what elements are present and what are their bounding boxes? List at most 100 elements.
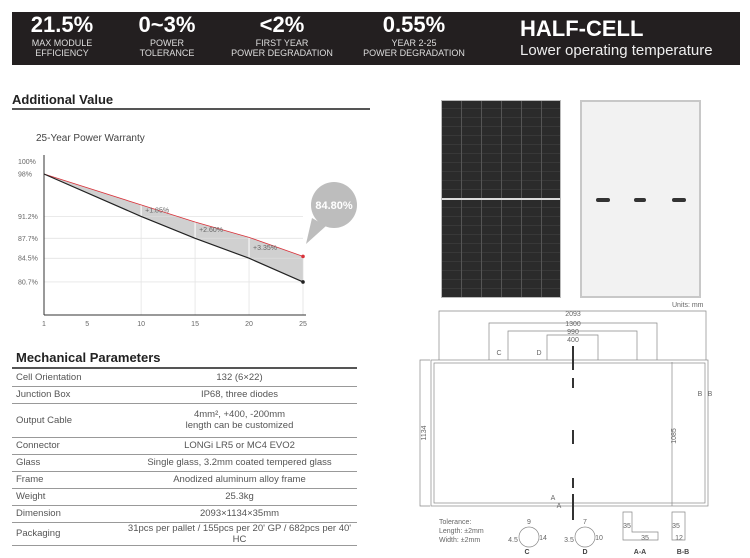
- x-tick-label: 10: [137, 321, 145, 328]
- junction-box: [672, 198, 686, 202]
- table-row: Dimension 2093×1134×35mm: [12, 505, 357, 523]
- param-value-text: Anodized aluminum alloy frame: [173, 474, 306, 485]
- delta-annotation: +2.60%: [199, 227, 223, 234]
- delta-annotation: +3.35%: [253, 245, 277, 252]
- table-row: Weight 25.3kg: [12, 488, 357, 506]
- marker-a: A: [551, 495, 556, 502]
- end-point-0: [301, 254, 305, 259]
- callout-bubble: [311, 182, 357, 228]
- dim-1300: 1300: [565, 321, 581, 328]
- marker-c: C: [496, 350, 501, 357]
- spec-banner: 21.5% MAX MODULE EFFICIENCY 0~3% POWER T…: [12, 12, 740, 65]
- param-value-text: IP68, three diodes: [200, 389, 279, 400]
- feature-half-cell: HALF-CELL Lower operating temperature: [520, 16, 713, 59]
- junction-box: [634, 198, 646, 202]
- divider: [12, 367, 357, 369]
- marker-d: D: [536, 350, 541, 357]
- x-tick-label: 5: [85, 321, 89, 328]
- stat-tolerance: 0~3% POWER TOLERANCE: [138, 12, 196, 58]
- param-value-text: 132 (6×22): [216, 371, 263, 383]
- param-name: Connector: [12, 437, 122, 455]
- param-value: 25.3kg: [122, 488, 357, 506]
- param-value: Anodized aluminum alloy frame: [122, 471, 357, 489]
- param-name: Frame: [12, 471, 122, 489]
- table-row: Junction Box IP68, three diodes: [12, 386, 357, 404]
- detail-dim: 12: [675, 535, 683, 542]
- param-value: IP68, three diodes: [122, 386, 357, 404]
- mechanical-title: Mechanical Parameters: [16, 350, 161, 365]
- end-point-1: [301, 280, 305, 284]
- param-name: Weight: [12, 488, 122, 506]
- delta-annotation: +1.85%: [145, 208, 169, 215]
- dim-400: 400: [567, 337, 579, 344]
- detail-dim: 35: [641, 535, 649, 542]
- param-value: 132 (6×22): [122, 369, 357, 387]
- param-value: LONGi LR5 or MC4 EVO2: [122, 437, 357, 455]
- dim-2093: 2093: [565, 311, 581, 318]
- x-tick-label: 1: [42, 321, 46, 328]
- mechanical-table: Cell Orientation 132 (6×22) Junction Box IP…: [12, 369, 357, 546]
- param-value: 4mm², +400, -200mm length can be customiz…: [122, 403, 357, 438]
- param-name: Packaging: [12, 522, 122, 546]
- detail-dim: 35: [672, 523, 680, 530]
- stat-annual-degradation: 0.55% YEAR 2-25 POWER DEGRADATION: [363, 12, 465, 58]
- table-row: Connector LONGi LR5 or MC4 EVO2: [12, 437, 357, 455]
- detail-dim: 9: [527, 519, 531, 526]
- x-tick-label: 15: [191, 321, 199, 328]
- detail-bb-label: B-B: [677, 549, 689, 556]
- table-row: Cell Orientation 132 (6×22): [12, 369, 357, 387]
- param-value-text: 25.3kg: [225, 491, 254, 502]
- tolerance-length: Length: ±2mm: [439, 528, 484, 535]
- marker-b: B: [698, 391, 703, 398]
- detail-dim: 10: [595, 535, 603, 542]
- y-tick-label: 87.7%: [18, 236, 38, 243]
- y-tick-label: 84.5%: [18, 256, 38, 263]
- detail-dim: 3.5: [564, 537, 574, 544]
- param-name: Cell Orientation: [12, 369, 122, 387]
- detail-dim: 7: [583, 519, 587, 526]
- dim-1134: 1134: [421, 425, 428, 440]
- units-label: Units: mm: [672, 302, 704, 309]
- y-tick-label: 80.7%: [18, 279, 38, 286]
- detail-dim: 4.5: [508, 537, 518, 544]
- param-name: Output Cable: [12, 403, 122, 438]
- callout-value: 84.80%: [315, 200, 353, 212]
- detail-dim: 14: [539, 535, 547, 542]
- stat-efficiency: 21.5% MAX MODULE EFFICIENCY: [30, 12, 94, 58]
- param-value-text: Single glass, 3.2mm coated tempered glas…: [147, 457, 332, 468]
- y-tick-label: 91.2%: [18, 214, 38, 221]
- y-tick-label: 100%: [18, 159, 36, 166]
- marker-a: A: [557, 503, 562, 510]
- param-value-text: length can be customized: [185, 420, 294, 431]
- param-name: Glass: [12, 454, 122, 472]
- table-row: Packaging 31pcs per pallet / 155pcs per 2…: [12, 522, 357, 546]
- detail-aa-label: A-A: [634, 549, 646, 556]
- tolerance-title: Tolerance:: [439, 519, 471, 526]
- callout-tail: [306, 218, 326, 244]
- stat-first-year-degradation: <2% FIRST YEAR POWER DEGRADATION: [231, 12, 333, 58]
- table-row: Output Cable 4mm², +400, -200mm length can…: [12, 403, 357, 438]
- param-name: Junction Box: [12, 386, 122, 404]
- detail-c-label: C: [524, 549, 529, 556]
- chart-title: 25-Year Power Warranty: [36, 133, 145, 144]
- marker-b: B: [708, 391, 713, 398]
- additional-value-title: Additional Value: [12, 92, 114, 107]
- series-line-1: [43, 173, 304, 283]
- warranty-band: [44, 174, 303, 282]
- divider: [12, 108, 370, 110]
- table-row: Frame Anodized aluminum alloy frame: [12, 471, 357, 489]
- detail-d-label: D: [582, 549, 587, 556]
- junction-box: [596, 198, 610, 202]
- detail-dim: 35: [623, 523, 631, 530]
- dim-1085: 1085: [671, 428, 678, 444]
- x-tick-label: 25: [299, 321, 307, 328]
- dim-990: 990: [567, 329, 579, 336]
- param-value-text: 2093×1134×35mm: [199, 508, 280, 519]
- param-name: Dimension: [12, 505, 122, 523]
- param-value-text: LONGi LR5 or MC4 EVO2: [184, 440, 295, 451]
- tolerance-width: Width: ±2mm: [439, 537, 480, 544]
- series-line-0: [43, 173, 304, 257]
- panel-back-image: [580, 100, 701, 298]
